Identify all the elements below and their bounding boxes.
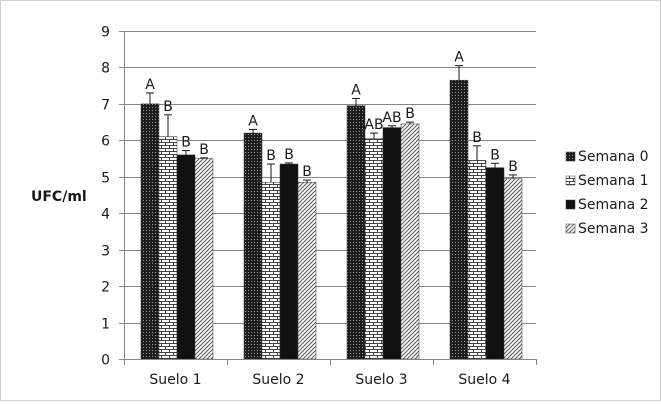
x-tick-label: Suelo 3 xyxy=(355,372,407,388)
significance-letter: B xyxy=(163,99,173,115)
legend-label: Semana 0 xyxy=(578,149,649,165)
bar xyxy=(261,181,281,360)
significance-letter: A xyxy=(145,77,155,93)
y-tick-label: 3 xyxy=(101,244,110,260)
bar xyxy=(297,181,317,360)
significance-letter: B xyxy=(199,142,209,158)
y-tick-label: 5 xyxy=(101,171,110,187)
bar xyxy=(503,178,523,360)
significance-letter: A xyxy=(351,82,361,98)
bar xyxy=(400,123,420,360)
significance-letter: B xyxy=(266,148,276,164)
significance-letter: B xyxy=(405,106,415,122)
bar xyxy=(194,158,214,360)
bar xyxy=(467,160,487,360)
bar xyxy=(158,136,178,360)
y-tick-label: 9 xyxy=(101,25,110,41)
significance-letter: B xyxy=(181,135,191,151)
bar xyxy=(485,167,505,360)
bar xyxy=(140,103,160,360)
legend-swatch xyxy=(565,223,576,234)
legend-swatch xyxy=(565,151,576,162)
significance-letter: B xyxy=(472,130,482,146)
significance-letter: B xyxy=(508,159,518,175)
y-axis-ticks: 0 1 2 3 4 5 6 7 8 9 xyxy=(101,25,124,369)
y-axis-label: UFC/ml xyxy=(31,189,87,205)
y-tick-label: 1 xyxy=(101,317,110,333)
bar xyxy=(364,138,384,360)
significance-letter: B xyxy=(302,164,312,180)
bar xyxy=(382,127,402,360)
y-tick-label: 4 xyxy=(101,207,110,223)
bar xyxy=(279,163,299,360)
bar xyxy=(176,154,196,360)
legend-label: Semana 1 xyxy=(578,173,649,189)
y-tick-label: 2 xyxy=(101,280,110,296)
bar xyxy=(243,132,263,360)
legend-label: Semana 3 xyxy=(578,221,649,237)
significance-letter: AB xyxy=(364,117,383,133)
significance-letter: B xyxy=(284,147,294,163)
y-tick-label: 8 xyxy=(101,61,110,77)
y-tick-label: 6 xyxy=(101,134,110,150)
significance-letter: B xyxy=(490,147,500,163)
significance-letter: A xyxy=(248,113,258,129)
significance-letter: A xyxy=(454,50,464,66)
legend: Semana 0 Semana 1 Semana 2 Semana 3 xyxy=(565,149,649,237)
x-tick-label: Suelo 1 xyxy=(149,372,201,388)
x-tick-label: Suelo 4 xyxy=(458,372,510,388)
bar xyxy=(449,79,469,360)
x-axis-ticks: Suelo 1 Suelo 2 Suelo 3 Suelo 4 xyxy=(124,359,537,388)
legend-swatch xyxy=(565,199,576,210)
y-tick-label: 7 xyxy=(101,98,110,114)
legend-label: Semana 2 xyxy=(578,197,649,213)
y-tick-label: 0 xyxy=(101,353,110,369)
significance-letter: AB xyxy=(382,110,401,126)
bar xyxy=(346,105,366,360)
legend-swatch xyxy=(565,175,576,186)
x-tick-label: Suelo 2 xyxy=(252,372,304,388)
